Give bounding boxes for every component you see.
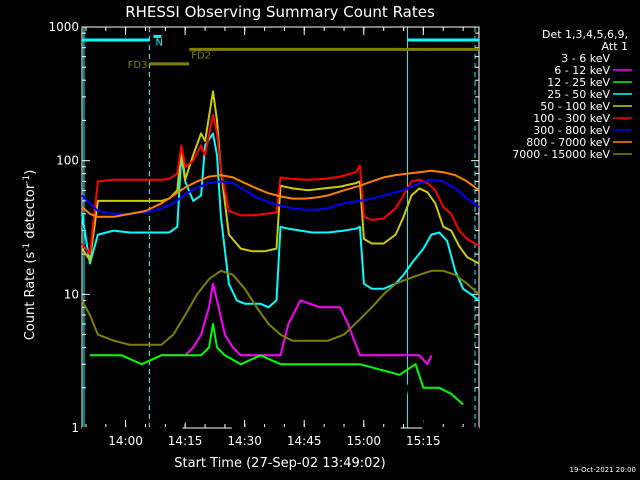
axes: 1 10 100 1000 14:00 14:15 14:30 14:45 15:00 15:15 [48, 20, 480, 448]
series-7 [81, 169, 480, 218]
legend-label-3: 25 - 50 keV [547, 88, 610, 101]
y-axis-label: Count Rate (s-1 detector-1) [22, 170, 38, 341]
y-tick-label-3: 1000 [48, 20, 79, 34]
y-label-part1: Count Rate (s [23, 252, 38, 341]
x-tick-label-3: 14:45 [287, 434, 322, 448]
y-label-part3: ) [23, 170, 38, 175]
state-bar-label-3: N [155, 37, 162, 48]
series-8 [81, 269, 480, 346]
legend-label-0: 3 - 6 keV [561, 52, 610, 65]
x-axis-label: Start Time (27-Sep-02 13:49:02) [174, 456, 385, 471]
y-label-sup1: -1 [22, 243, 32, 252]
y-tick-label-2: 100 [56, 154, 79, 168]
series-2 [89, 323, 464, 406]
x-tick-label-5: 15:15 [406, 434, 441, 448]
legend-header-0: Det 1,3,4,5,6,9, [542, 28, 628, 41]
x-tick-label-0: 14:00 [108, 434, 143, 448]
x-tick-label-4: 15:00 [346, 434, 381, 448]
y-label-sup2: -1 [22, 175, 32, 184]
y-tick-label-0: 1 [71, 421, 79, 435]
series-3 [81, 132, 480, 309]
series-6 [81, 178, 480, 215]
y-tick-label-1: 10 [64, 287, 79, 301]
chart-title: RHESSI Observing Summary Count Rates [125, 3, 435, 21]
x-tick-label-2: 14:30 [227, 434, 262, 448]
legend-label-5: 100 - 300 keV [533, 112, 610, 125]
legend-header-1: Att 1 [602, 40, 628, 53]
legend-label-6: 300 - 800 keV [533, 124, 610, 137]
legend-label-8: 7000 - 15000 keV [512, 148, 610, 161]
attenuator-bars: FD3 FD2 N [82, 34, 479, 71]
legend-label-4: 50 - 100 keV [540, 100, 610, 113]
legend-label-7: 800 - 7000 keV [526, 136, 610, 149]
state-bar-label-0: FD3 [128, 60, 148, 71]
legend-label-2: 12 - 25 keV [547, 76, 610, 89]
series-lines [81, 90, 480, 429]
y-label-part2: detector [23, 183, 38, 243]
generation-timestamp: 19-Oct-2021 20:00 [570, 466, 636, 474]
legend-label-1: 6 - 12 keV [554, 64, 610, 77]
x-tick-label-1: 14:15 [168, 434, 203, 448]
series-1 [161, 282, 433, 366]
state-bar-label-1: FD2 [191, 50, 211, 61]
series-5 [81, 113, 480, 256]
